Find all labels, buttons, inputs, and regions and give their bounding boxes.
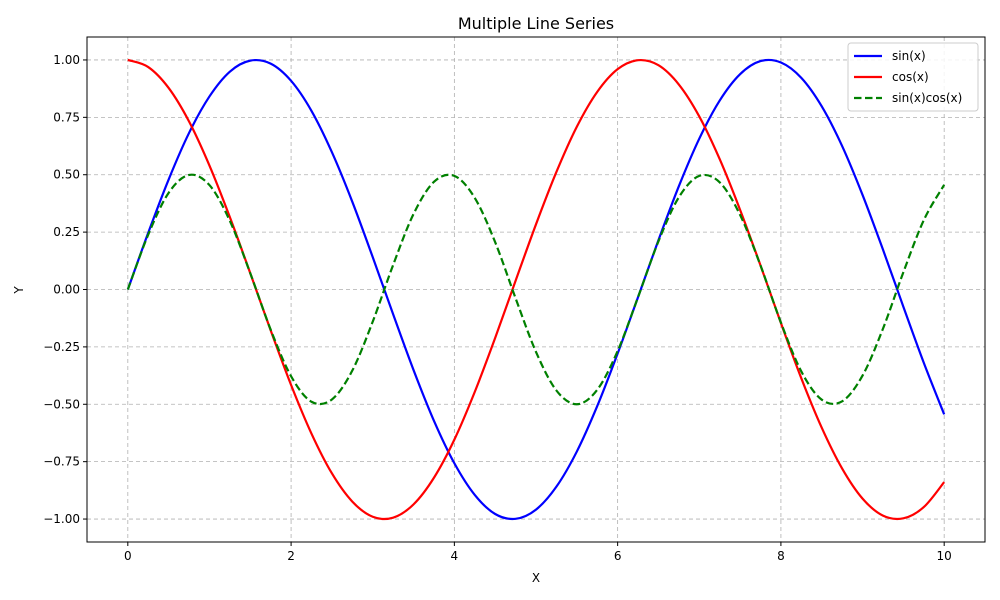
- y-tick-label: −0.50: [43, 397, 80, 411]
- legend-label-2: sin(x)cos(x): [892, 91, 962, 105]
- y-axis-ticks: −1.00 −0.75 −0.50 −0.25 0.00 0.25 0.50 0.75 1.00: [43, 53, 87, 526]
- y-tick-label: −0.75: [43, 455, 80, 469]
- y-tick-label: 0.00: [53, 283, 80, 297]
- series-lines: [126, 58, 946, 521]
- y-tick-label: 0.75: [53, 110, 80, 124]
- legend-box: [847, 42, 979, 112]
- legend: sin(x)cos(x)sin(x)cos(x): [847, 42, 979, 112]
- x-tick-label: 6: [614, 549, 622, 563]
- x-axis-ticks: 0 2 4 6 8 10: [124, 542, 952, 563]
- y-tick-label: −1.00: [43, 512, 80, 526]
- y-tick-label: −0.25: [43, 340, 80, 354]
- x-tick-label: 10: [937, 549, 952, 563]
- x-axis-label: X: [532, 571, 540, 585]
- x-tick-label: 0: [124, 549, 132, 563]
- y-tick-label: 1.00: [53, 53, 80, 67]
- series-line-0: [126, 58, 946, 521]
- y-axis-label: Y: [12, 286, 26, 295]
- y-tick-label: 0.50: [53, 168, 80, 182]
- legend-label-1: cos(x): [892, 70, 929, 84]
- x-tick-label: 2: [287, 549, 295, 563]
- grid-lines: [87, 37, 985, 542]
- chart-title: Multiple Line Series: [458, 14, 614, 33]
- x-tick-label: 4: [451, 549, 459, 563]
- series-line-2: [126, 173, 946, 406]
- legend-label-0: sin(x): [892, 49, 926, 63]
- y-tick-label: 0.25: [53, 225, 80, 239]
- x-tick-label: 8: [777, 549, 785, 563]
